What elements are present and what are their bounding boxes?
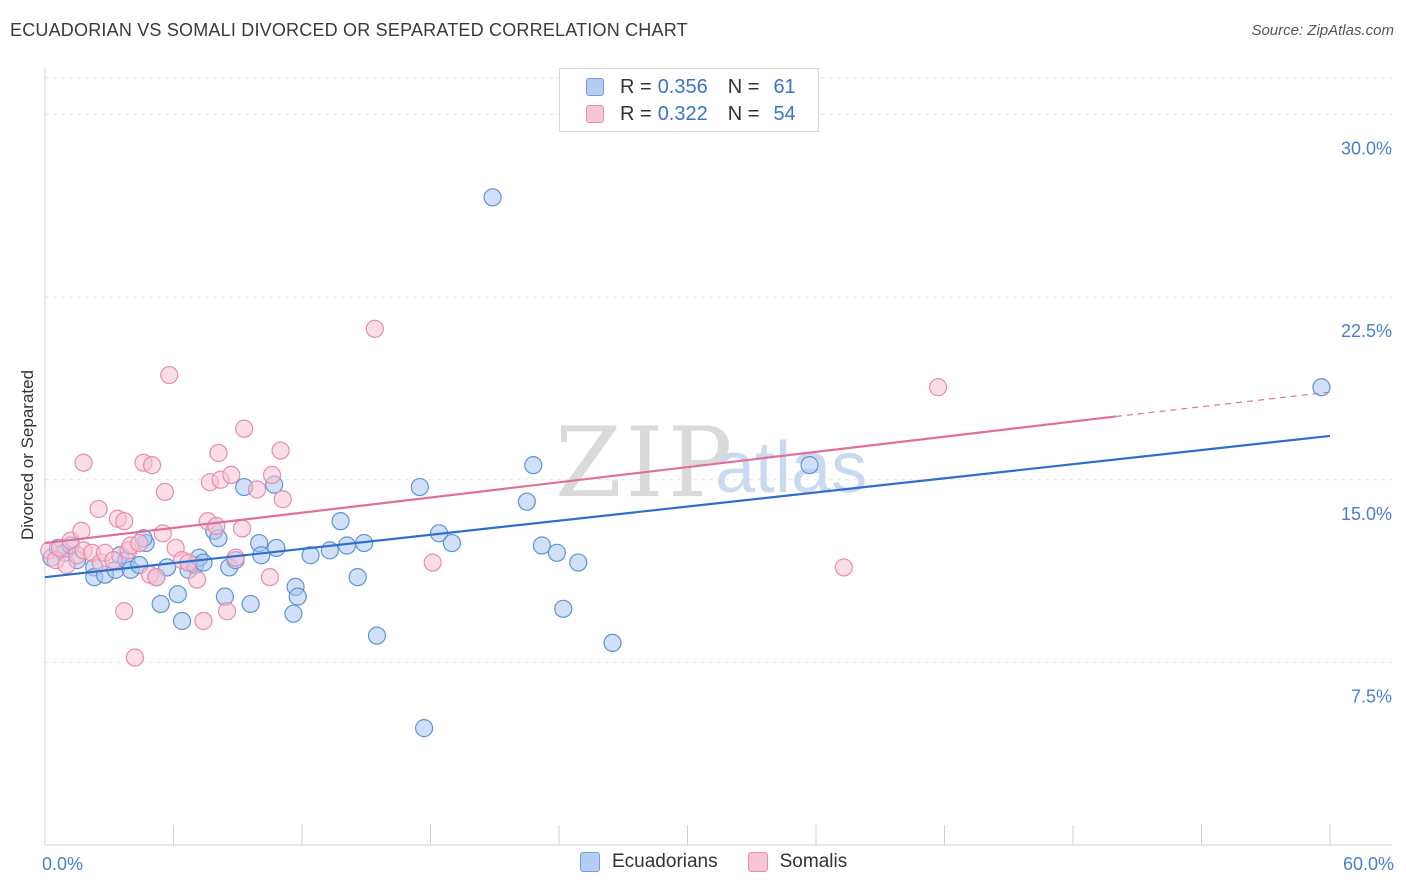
legend-label-somalis: Somalis	[779, 851, 848, 872]
data-point	[125, 648, 145, 667]
data-point	[194, 611, 213, 631]
data-point	[348, 568, 367, 587]
legend-r-value: 0.356	[657, 75, 708, 98]
data-point	[115, 512, 134, 531]
data-point	[72, 521, 91, 540]
data-point	[217, 602, 237, 621]
data-point	[834, 558, 853, 577]
legend-r-value: 0.322	[657, 102, 708, 125]
watermark: ZIP atlas	[555, 407, 867, 519]
data-point	[532, 536, 551, 555]
data-point	[603, 633, 622, 653]
data-point	[284, 604, 303, 623]
x-tick-label: 60.0%	[1343, 854, 1394, 874]
legend-swatch-ecuadorians	[580, 852, 600, 872]
legend-n-value: 61	[773, 75, 796, 98]
legend-item-ecuadorians: Ecuadorians	[580, 851, 718, 873]
data-point	[524, 456, 543, 475]
gridlines	[45, 77, 1392, 663]
data-point	[209, 443, 228, 463]
legend-n-label: N =	[727, 75, 760, 98]
legend-swatch-somalis	[747, 852, 768, 872]
data-point	[569, 553, 588, 572]
y-tick-label: 7.5%	[1351, 686, 1392, 706]
data-point	[547, 543, 566, 562]
data-point	[252, 546, 271, 565]
data-point	[301, 546, 320, 565]
data-point	[168, 585, 187, 604]
data-point	[130, 533, 149, 553]
data-point	[241, 594, 260, 614]
legend-r-label: R =	[620, 75, 652, 98]
legend-swatch-somalis	[586, 105, 604, 123]
data-point	[273, 490, 292, 509]
y-axis-label: Divorced or Separated	[18, 369, 37, 541]
data-point	[928, 378, 948, 397]
legend-n-label: N =	[727, 102, 760, 125]
data-point	[232, 519, 252, 538]
data-point	[1312, 378, 1331, 397]
legend-n-value: 54	[773, 102, 796, 125]
legend-r-label: R =	[620, 102, 652, 125]
watermark-zip: ZIP	[555, 407, 736, 519]
data-point	[410, 477, 429, 497]
data-point	[235, 419, 254, 438]
legend-item-somalis: Somalis	[747, 851, 848, 873]
data-point	[89, 499, 108, 519]
legend-box: R = 0.356 N = 61 R = 0.322 N = 54	[559, 68, 819, 132]
data-point	[442, 533, 462, 553]
legend-swatch-ecuadorians	[586, 78, 604, 96]
data-point	[554, 599, 573, 618]
data-point	[142, 456, 162, 475]
data-point	[483, 188, 502, 207]
data-point	[414, 719, 434, 738]
data-point	[331, 512, 350, 531]
trend-lines	[44, 391, 1331, 579]
trend-line-somalis	[44, 415, 1116, 545]
data-point	[423, 553, 442, 572]
data-point	[262, 465, 282, 484]
x-tick-label: 0.0%	[42, 854, 83, 874]
y-tick-labels: 7.5% 15.0% 22.5% 30.0%	[1341, 139, 1392, 707]
y-tick-label: 30.0%	[1341, 139, 1392, 159]
data-point	[367, 626, 387, 645]
data-point	[207, 516, 226, 536]
data-point	[260, 568, 279, 587]
y-tick-label: 15.0%	[1341, 504, 1392, 524]
data-point	[104, 551, 123, 570]
data-point	[365, 319, 384, 338]
chart-source: Source: ZipAtlas.com	[1251, 22, 1394, 39]
data-point	[267, 538, 286, 558]
series-legend: Ecuadorians Somalis	[580, 851, 877, 873]
axes	[44, 68, 1392, 846]
chart-title: ECUADORIAN VS SOMALI DIVORCED OR SEPARAT…	[10, 20, 688, 40]
legend-row-ecuadorians: R = 0.356 N = 61	[586, 75, 796, 99]
data-point	[115, 602, 134, 621]
data-point	[800, 456, 819, 475]
data-point	[155, 482, 175, 502]
data-point	[74, 453, 93, 472]
trend-line-somalis-extension	[1115, 391, 1331, 418]
data-point	[172, 611, 192, 631]
data-point	[247, 480, 267, 499]
x-tick-labels: 0.0% 60.0%	[42, 854, 1394, 874]
data-point	[187, 570, 207, 589]
data-point	[271, 441, 290, 460]
data-point	[147, 568, 166, 587]
y-tick-label: 22.5%	[1341, 321, 1392, 341]
data-point	[517, 492, 536, 511]
legend-label-ecuadorians: Ecuadorians	[612, 851, 718, 872]
data-point	[222, 465, 241, 484]
trend-line-ecuadorians	[44, 434, 1331, 579]
data-point	[151, 594, 170, 614]
legend-row-somalis: R = 0.322 N = 54	[586, 102, 796, 126]
data-point	[160, 365, 179, 385]
data-point	[288, 587, 307, 606]
